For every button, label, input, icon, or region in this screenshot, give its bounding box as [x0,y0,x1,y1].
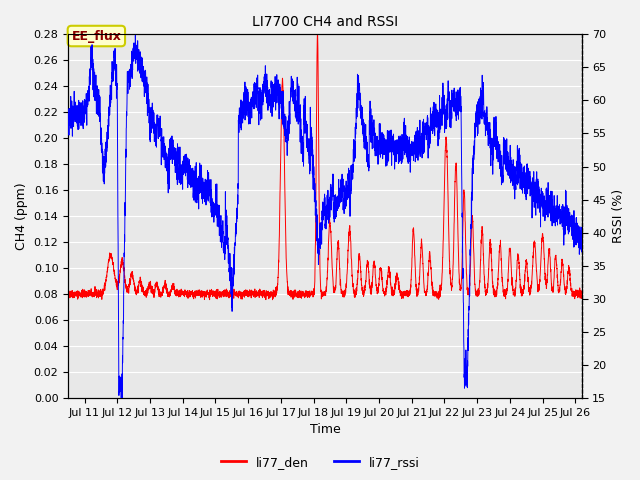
Legend: li77_den, li77_rssi: li77_den, li77_rssi [216,451,424,474]
Y-axis label: RSSI (%): RSSI (%) [612,189,625,243]
Y-axis label: CH4 (ppm): CH4 (ppm) [15,182,28,250]
Title: LI7700 CH4 and RSSI: LI7700 CH4 and RSSI [252,15,398,29]
X-axis label: Time: Time [310,423,340,436]
Text: EE_flux: EE_flux [72,30,122,43]
